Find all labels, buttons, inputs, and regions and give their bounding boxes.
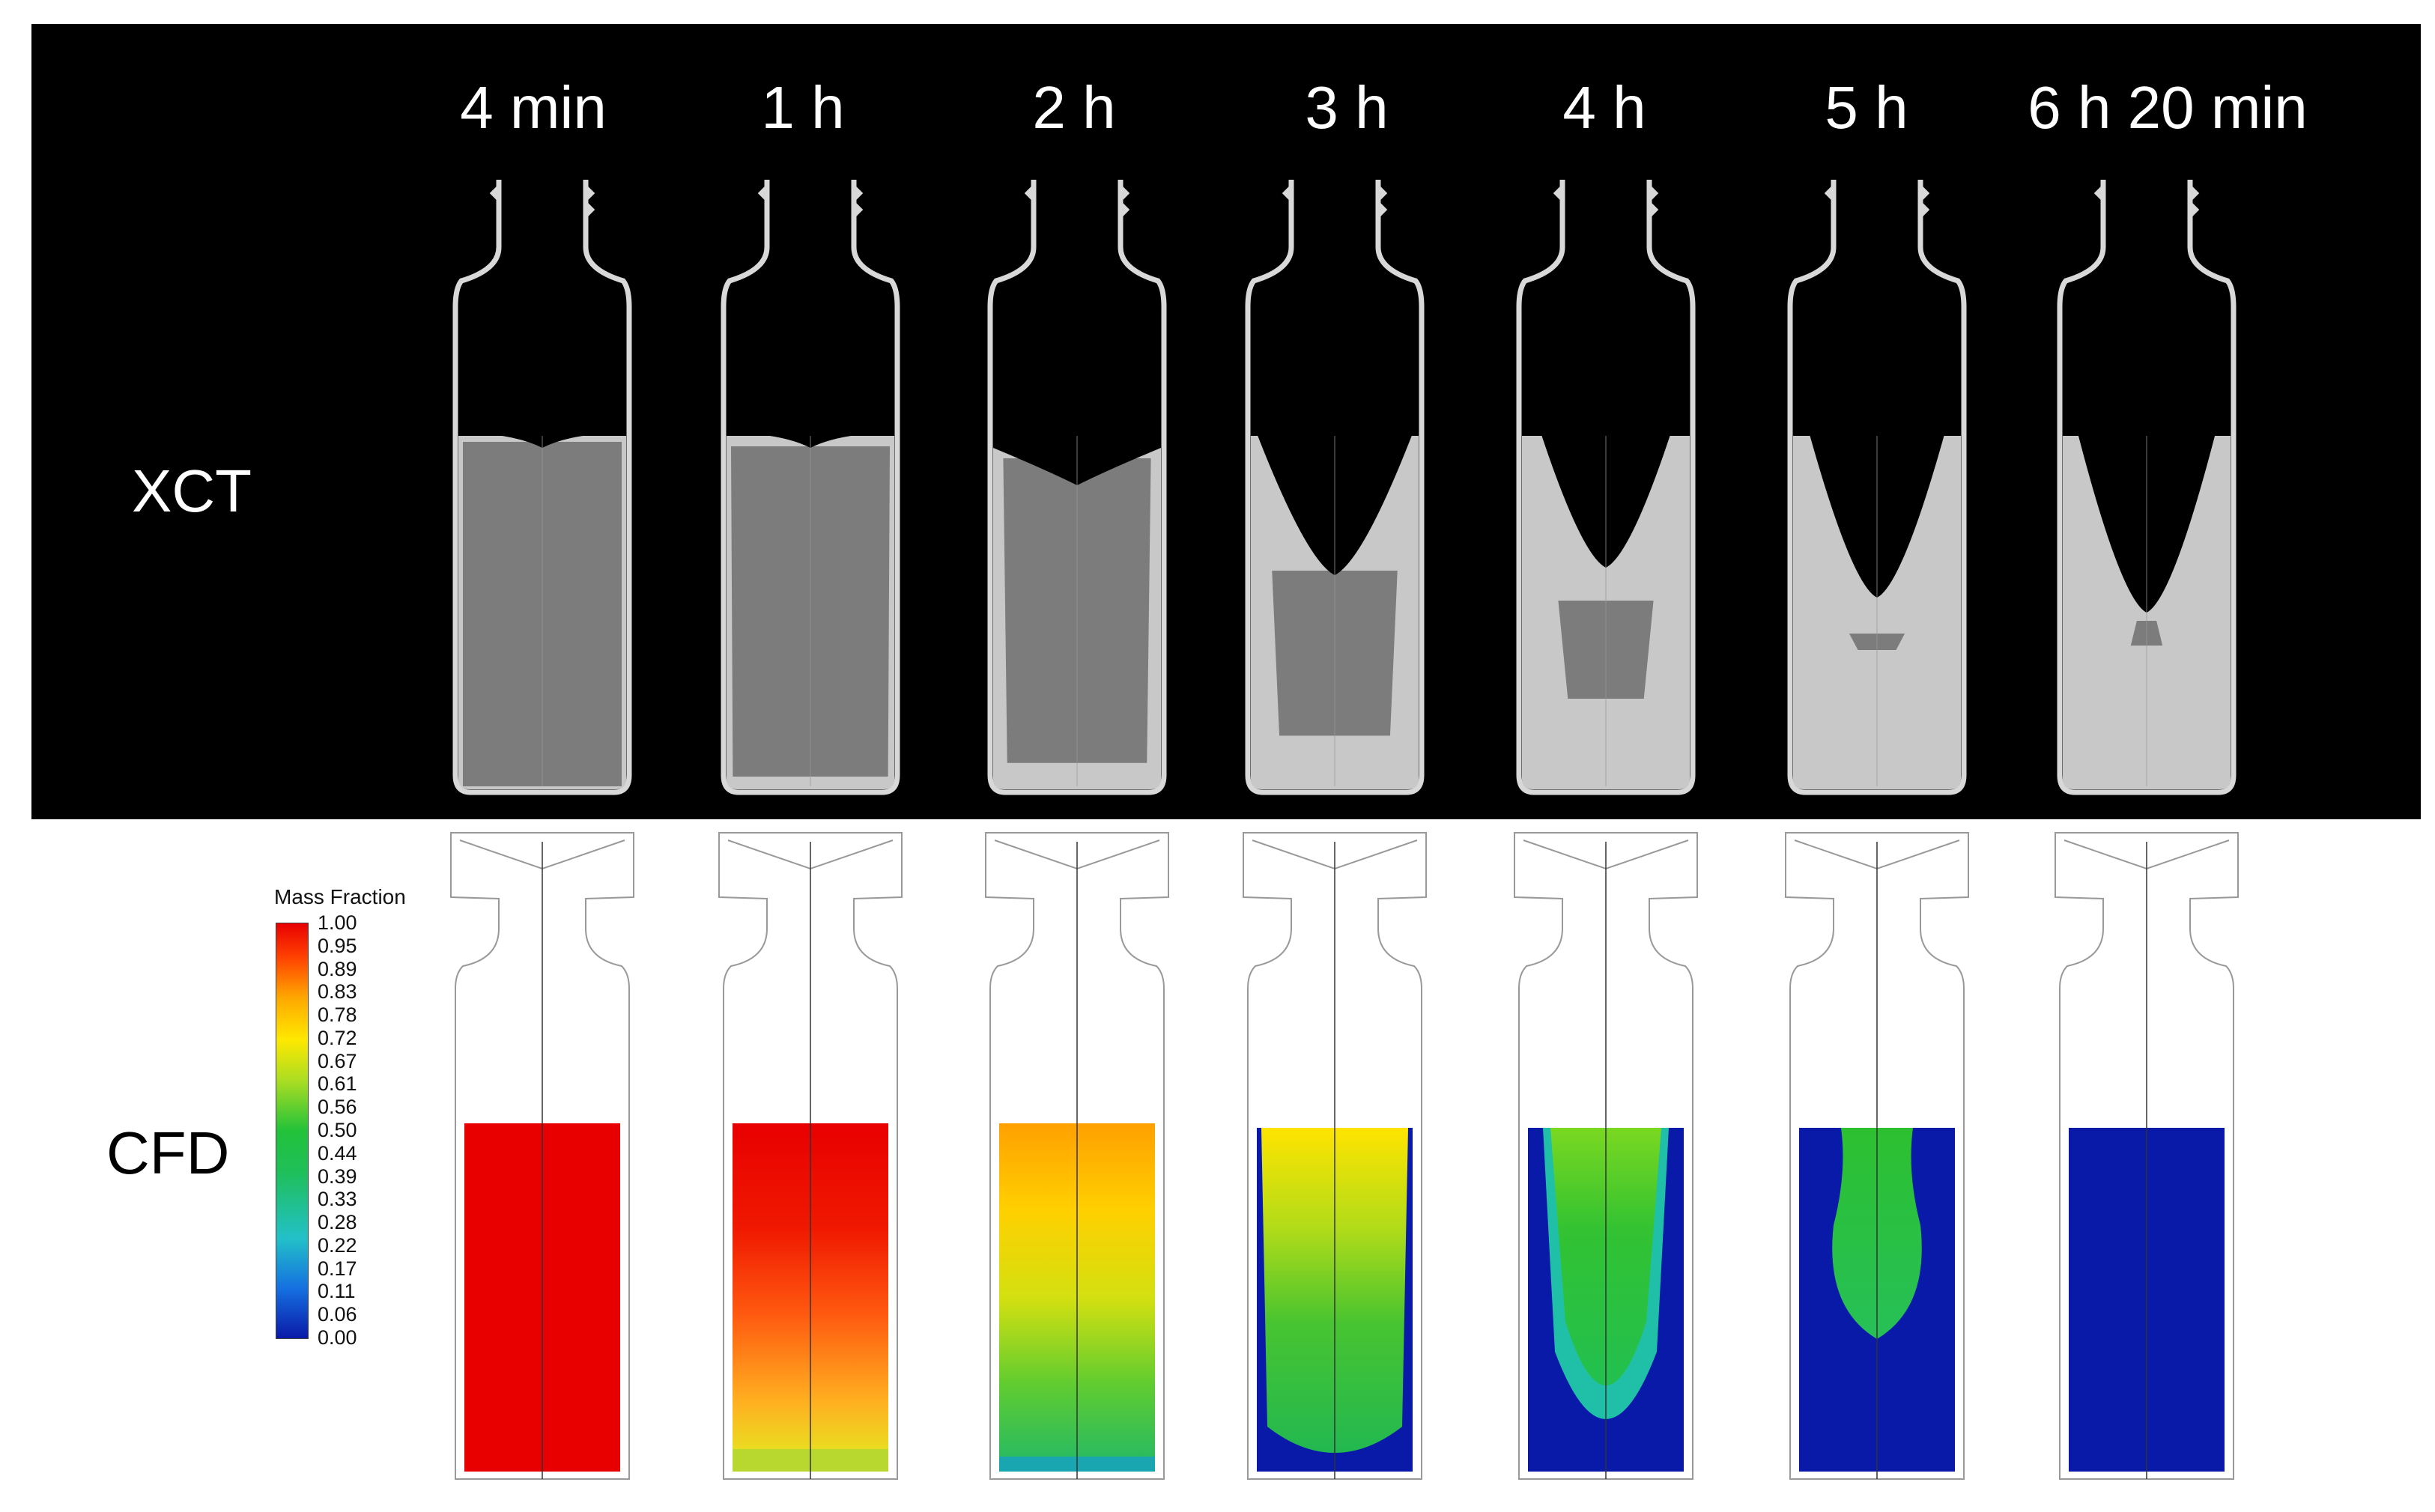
time-label-4h: 4 h [1562, 74, 1646, 141]
xct-vial-glass [1245, 180, 1425, 795]
colorbar-tick: 0.89 [318, 957, 357, 980]
cfd-vial-outline [1514, 832, 1698, 1480]
colorbar-tick: 0.83 [318, 980, 357, 1004]
colorbar-tick: 0.95 [318, 934, 357, 957]
cfd-vial-outline [718, 832, 903, 1480]
xct-panel [31, 24, 2421, 819]
cfd-vial-outline [450, 832, 634, 1480]
colorbar-tick: 0.17 [318, 1257, 357, 1280]
xct-vial [1516, 180, 1696, 795]
colorbar-tick: 0.22 [318, 1233, 357, 1257]
xct-vial [1245, 180, 1425, 795]
colorbar-tick: 0.72 [318, 1026, 357, 1049]
xct-void [458, 300, 626, 448]
xct-vial-glass [987, 180, 1167, 795]
colorbar-tick: 0.78 [318, 1004, 357, 1027]
time-label-1h: 1 h [761, 74, 845, 141]
xct-vial [452, 180, 632, 795]
cfd-vial [1785, 832, 1969, 1480]
colorbar-tick: 0.39 [318, 1165, 357, 1188]
xct-vial-thread [1553, 185, 1659, 218]
colorbar-tick: 0.06 [318, 1303, 357, 1326]
xct-vial-thread [1824, 185, 1930, 218]
xct-void [993, 300, 1161, 485]
time-label-3h: 3 h [1305, 74, 1389, 141]
xct-vial [1787, 180, 1967, 795]
colorbar-tick: 0.50 [318, 1119, 357, 1141]
cfd-vial-outline [1243, 832, 1427, 1480]
xct-void [1522, 300, 1690, 568]
xct-vial-glass [721, 180, 900, 795]
colorbar [276, 923, 309, 1339]
colorbar-tick: 0.67 [318, 1049, 357, 1072]
xct-row-label: XCT [132, 458, 252, 524]
colorbar-tick: 0.61 [318, 1072, 357, 1096]
colorbar-tick: 0.44 [318, 1141, 357, 1165]
colorbar-tick: 0.28 [318, 1211, 357, 1234]
colorbar-tick: 0.56 [318, 1096, 357, 1119]
time-label-5h: 5 h [1825, 74, 1908, 141]
time-label-6h20min: 6 h 20 min [2028, 74, 2308, 141]
cfd-vial [450, 832, 634, 1480]
xct-vial-glass [2057, 180, 2237, 795]
xct-void [727, 300, 894, 448]
cfd-vial [1243, 832, 1427, 1480]
cfd-vial [718, 832, 903, 1480]
colorbar-tick: 1.00 [318, 911, 357, 934]
time-label-2h: 2 h [1032, 74, 1116, 141]
cfd-vial-outline [2055, 832, 2239, 1480]
xct-vial-thread [2093, 185, 2200, 218]
xct-vial [721, 180, 900, 795]
xct-vial-thread [1282, 185, 1388, 218]
xct-vial [987, 180, 1167, 795]
cfd-vial-outline [1785, 832, 1969, 1480]
xct-vial-glass [1787, 180, 1967, 795]
colorbar-tick: 0.00 [318, 1326, 357, 1349]
colorbar-title: Mass Fraction [274, 885, 406, 908]
cfd-vial [985, 832, 1169, 1480]
colorbar-tick: 0.11 [318, 1280, 356, 1303]
xct-vial-thread [757, 185, 864, 218]
cfd-vial-outline [985, 832, 1169, 1480]
cfd-vial [1514, 832, 1698, 1480]
xct-vial-thread [1024, 185, 1130, 218]
cfd-row-label: CFD [106, 1120, 230, 1186]
colorbar-tick: 0.33 [318, 1188, 357, 1211]
cfd-vial [2055, 832, 2239, 1480]
time-label-4min: 4 min [460, 74, 607, 141]
xct-vial-thread [489, 185, 595, 218]
xct-vial-glass [452, 180, 632, 795]
xct-vial-glass [1516, 180, 1696, 795]
xct-vial [2057, 180, 2237, 795]
